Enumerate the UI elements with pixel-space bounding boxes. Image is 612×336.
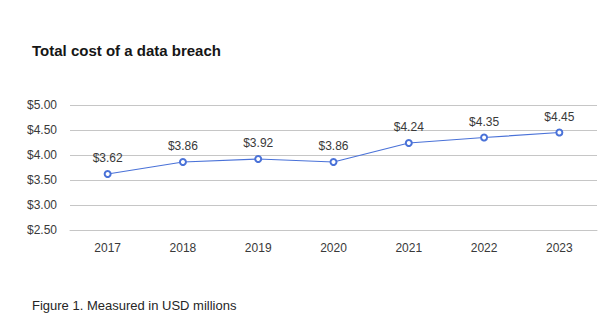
svg-text:$3.00: $3.00 <box>27 198 57 212</box>
svg-text:$4.24: $4.24 <box>394 120 424 134</box>
svg-text:$4.50: $4.50 <box>27 123 57 137</box>
svg-text:2018: 2018 <box>170 241 197 255</box>
svg-text:2023: 2023 <box>546 241 573 255</box>
svg-text:Total cost of a data breach: Total cost of a data breach <box>32 42 221 59</box>
svg-text:$2.50: $2.50 <box>27 223 57 237</box>
svg-text:$4.35: $4.35 <box>469 115 499 129</box>
svg-text:2020: 2020 <box>320 241 347 255</box>
svg-text:$4.45: $4.45 <box>544 110 574 124</box>
svg-text:$3.92: $3.92 <box>243 136 273 150</box>
svg-text:$5.00: $5.00 <box>27 98 57 112</box>
svg-text:$3.86: $3.86 <box>318 139 348 153</box>
svg-text:$4.00: $4.00 <box>27 148 57 162</box>
svg-text:$3.62: $3.62 <box>93 151 123 165</box>
svg-text:2017: 2017 <box>94 241 121 255</box>
svg-text:$3.50: $3.50 <box>27 173 57 187</box>
svg-text:2022: 2022 <box>471 241 498 255</box>
svg-text:Figure 1. Measured in USD mill: Figure 1. Measured in USD millions <box>32 298 237 313</box>
svg-text:$3.86: $3.86 <box>168 139 198 153</box>
svg-text:2021: 2021 <box>395 241 422 255</box>
svg-text:2019: 2019 <box>245 241 272 255</box>
